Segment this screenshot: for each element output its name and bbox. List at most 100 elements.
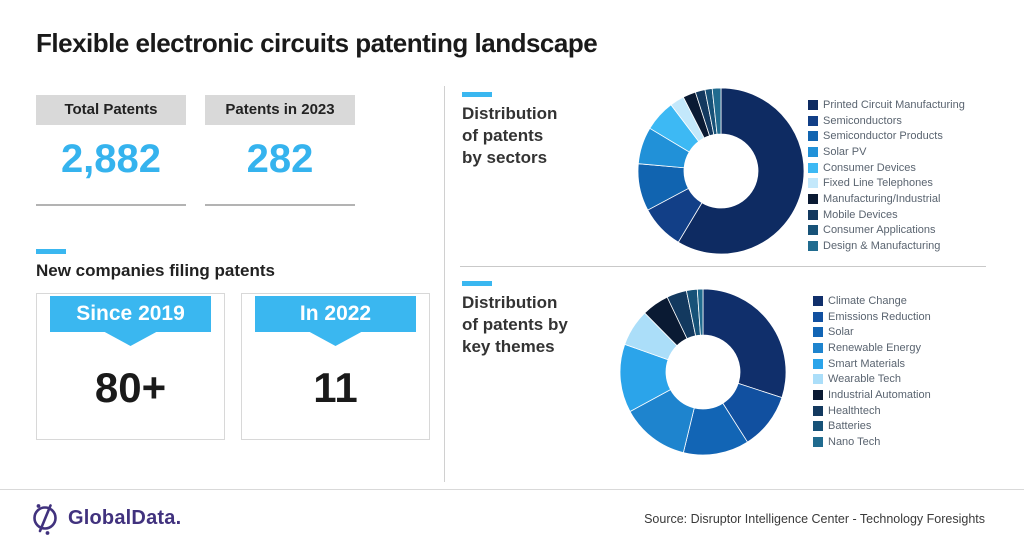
page-title: Flexible electronic circuits patenting l… — [36, 28, 598, 58]
legend-label: Smart Materials — [828, 357, 906, 370]
globaldata-logo: GlobalData. — [30, 501, 181, 535]
legend-label: Design & Manufacturing — [823, 240, 941, 253]
donut-segment — [696, 288, 704, 336]
legend-item: Emissions Reduction — [813, 309, 1024, 325]
legend-label: Batteries — [828, 420, 872, 433]
legend-item: Printed Circuit Manufacturing — [808, 97, 1022, 113]
horizontal-divider — [460, 266, 986, 267]
legend-swatch — [813, 405, 823, 416]
legend-swatch — [813, 327, 823, 338]
legend-swatch — [813, 295, 823, 306]
legend-swatch — [808, 99, 818, 110]
heading-line: Distribution — [462, 293, 558, 312]
accent-bar — [462, 92, 492, 97]
legend-item: Consumer Applications — [808, 223, 1022, 239]
legend-label: Fixed Line Telephones — [823, 177, 933, 190]
chart-heading-sectors: Distribution of patents by sectors — [462, 103, 622, 169]
legend-label: Semiconductor Products — [823, 130, 943, 143]
ribbon-badge: In 2022 — [255, 296, 416, 346]
stat-label: Patents in 2023 — [205, 95, 355, 125]
chart-heading-themes: Distribution of patents by key themes — [462, 292, 622, 358]
donut-segment — [702, 288, 787, 399]
heading-line: key themes — [462, 337, 555, 357]
donut-segment — [711, 87, 722, 135]
heading-line: of patents — [462, 126, 544, 146]
legend-label: Emissions Reduction — [828, 310, 931, 323]
legend-label: Manufacturing/Industrial — [823, 192, 941, 205]
stat-card-total-patents: Total Patents 2,882 — [36, 95, 186, 206]
legend-label: Printed Circuit Manufacturing — [823, 98, 965, 111]
legend-item: Solar — [813, 324, 1024, 340]
legend-item: Design & Manufacturing — [808, 238, 1022, 254]
legend-swatch — [813, 374, 823, 385]
legend-label: Healthtech — [828, 404, 881, 417]
footer-divider — [0, 489, 1024, 490]
metric-value: 80+ — [94, 364, 167, 411]
legend-item: Batteries — [813, 419, 1024, 435]
donut-segment — [677, 87, 805, 255]
heading-line: of patents by — [462, 315, 568, 335]
donut-chart-sectors — [637, 87, 805, 255]
stat-card-patents-2023: Patents in 2023 282 — [205, 95, 355, 206]
heading-line: Distribution — [462, 104, 558, 123]
legend-item: Fixed Line Telephones — [808, 175, 1022, 191]
legend-item: Mobile Devices — [808, 207, 1022, 223]
legend-label: Wearable Tech — [828, 373, 901, 386]
stat-value: 282 — [246, 137, 314, 181]
donut-chart-themes — [619, 288, 787, 456]
legend-swatch — [808, 115, 818, 126]
legend-swatch — [813, 437, 823, 448]
legend-swatch — [808, 209, 818, 220]
legend-item: Semiconductor Products — [808, 128, 1022, 144]
legend-label: Solar PV — [823, 145, 867, 158]
legend-label: Mobile Devices — [823, 208, 898, 221]
legend-swatch — [808, 241, 818, 252]
legend-item: Wearable Tech — [813, 371, 1024, 387]
legend-item: Manufacturing/Industrial — [808, 191, 1022, 207]
metric-card-since-2019: Since 2019 80+ — [36, 293, 225, 440]
stat-underline — [205, 204, 355, 206]
source-text: Source: Disruptor Intelligence Center - … — [644, 512, 985, 526]
legend-swatch — [808, 193, 818, 204]
ribbon-label: In 2022 — [299, 302, 372, 325]
legend-swatch — [813, 311, 823, 322]
stat-underline — [36, 204, 186, 206]
legend-themes: Climate Change Emissions Reduction Solar Re… — [813, 293, 1024, 450]
legend-swatch — [808, 131, 818, 142]
legend-item: Solar PV — [808, 144, 1022, 160]
accent-bar — [462, 281, 492, 286]
new-companies-heading: New companies filing patents — [36, 261, 275, 280]
metric-value: 11 — [313, 364, 358, 411]
globaldata-logo-text: GlobalData. — [68, 506, 182, 529]
legend-swatch — [813, 358, 823, 369]
accent-bar — [36, 249, 66, 254]
legend-label: Consumer Applications — [823, 224, 936, 237]
legend-item: Industrial Automation — [813, 387, 1024, 403]
legend-item: Semiconductors — [808, 113, 1022, 129]
legend-item: Healthtech — [813, 403, 1024, 419]
stat-value: 2,882 — [60, 137, 162, 181]
legend-swatch — [808, 225, 818, 236]
legend-label: Climate Change — [828, 294, 907, 307]
legend-label: Solar — [828, 326, 854, 339]
vertical-divider — [444, 86, 445, 482]
legend-item: Nano Tech — [813, 434, 1024, 450]
legend-item: Climate Change — [813, 293, 1024, 309]
metric-card-in-2022: In 2022 11 — [241, 293, 430, 440]
legend-label: Consumer Devices — [823, 161, 916, 174]
legend-label: Nano Tech — [828, 436, 881, 449]
legend-sectors: Printed Circuit Manufacturing Semiconduct… — [808, 97, 1022, 254]
legend-label: Renewable Energy — [828, 341, 921, 354]
ribbon-label: Since 2019 — [76, 302, 185, 325]
legend-swatch — [813, 342, 823, 353]
legend-label: Semiconductors — [823, 114, 902, 127]
heading-line: by sectors — [462, 148, 548, 168]
legend-item: Renewable Energy — [813, 340, 1024, 356]
stat-label: Total Patents — [36, 95, 186, 125]
legend-swatch — [808, 146, 818, 157]
globaldata-logo-icon — [33, 504, 57, 535]
legend-item: Smart Materials — [813, 356, 1024, 372]
legend-label: Industrial Automation — [828, 388, 931, 401]
legend-swatch — [813, 421, 823, 432]
